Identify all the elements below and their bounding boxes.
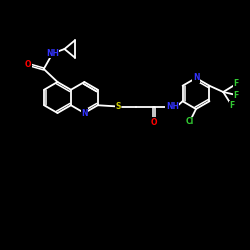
Text: N: N [81,108,87,118]
Text: F: F [229,101,234,110]
Text: F: F [234,90,239,100]
Text: O: O [151,118,158,126]
Text: F: F [234,80,239,88]
Text: O: O [25,60,32,69]
Text: N: N [193,74,199,82]
Text: Cl: Cl [186,117,194,126]
Text: NH: NH [166,102,179,111]
Text: NH: NH [46,49,59,58]
Text: S: S [116,102,121,111]
